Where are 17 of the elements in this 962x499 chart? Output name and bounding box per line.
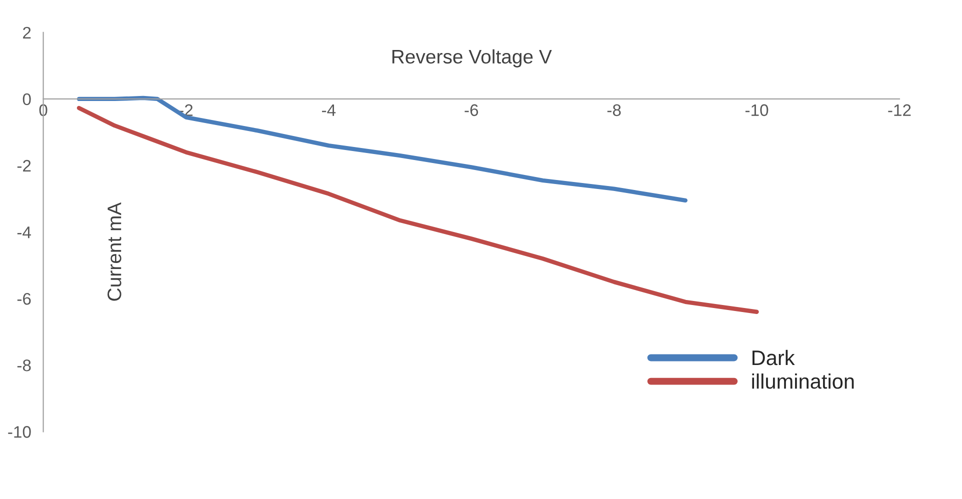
text: Reverse Voltage V [392,49,552,68]
y-tick-label: 0 [22,93,31,106]
y-tick-label: -6 [17,292,31,305]
y-tick-label: 2 [23,26,31,38]
x-tick-label: -4 [322,104,336,116]
x-tick-label: -12 [888,104,911,116]
y-tick-label: -2 [17,160,31,172]
y-tick-label: -8 [17,360,31,372]
y-tick-label: -10 [8,426,31,438]
x-tick-label: -10 [745,104,768,116]
x-tick-label: -6 [464,104,478,116]
legend-label: Dark [752,350,795,366]
y-tick-label: -4 [17,226,31,238]
x-tick-label: -8 [607,104,621,116]
legend-label: illumination [752,374,854,389]
line-series [76,96,688,203]
y-axis-title: Current mA [108,202,122,301]
